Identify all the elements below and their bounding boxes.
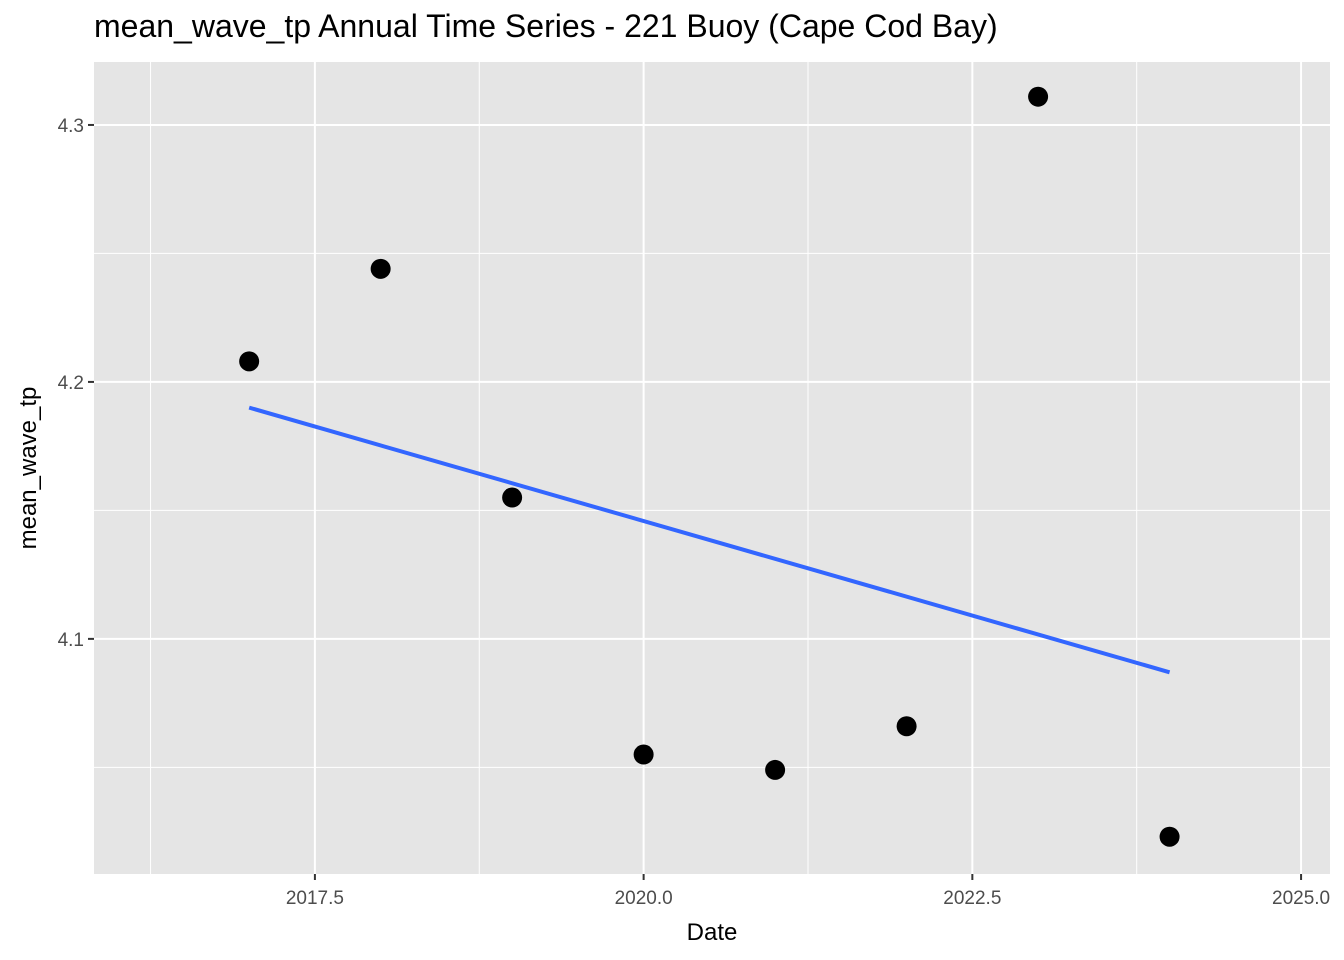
x-axis-ticks: 2017.5 2020.0 2022.5 2025.0 xyxy=(286,874,1330,909)
data-points xyxy=(239,86,1180,847)
data-point xyxy=(765,759,786,780)
plot-panel xyxy=(94,62,1330,874)
data-point xyxy=(370,258,391,279)
y-tick-label: 4.2 xyxy=(58,373,84,394)
major-gridlines xyxy=(94,62,1330,874)
data-point xyxy=(1159,826,1180,847)
y-tick-label: 4.1 xyxy=(58,630,84,651)
trend-line xyxy=(248,405,1171,675)
x-tick-label: 2017.5 xyxy=(286,888,344,909)
minor-gridlines xyxy=(94,62,1330,874)
data-point xyxy=(896,716,917,737)
data-point xyxy=(633,744,654,765)
data-point xyxy=(239,351,260,372)
y-tick-label: 4.3 xyxy=(58,116,84,137)
trend-line-group xyxy=(248,405,1171,675)
x-axis-title: Date xyxy=(687,919,738,946)
y-axis-ticks: 4.1 4.2 4.3 xyxy=(58,116,94,651)
x-tick-label: 2025.0 xyxy=(1272,888,1330,909)
x-tick-label: 2020.0 xyxy=(615,888,673,909)
chart-title: mean_wave_tp Annual Time Series - 221 Bu… xyxy=(94,8,998,44)
y-axis-title: mean_wave_tp xyxy=(15,387,42,550)
x-tick-label: 2022.5 xyxy=(943,888,1001,909)
data-point xyxy=(1028,86,1049,107)
data-point xyxy=(502,487,523,508)
